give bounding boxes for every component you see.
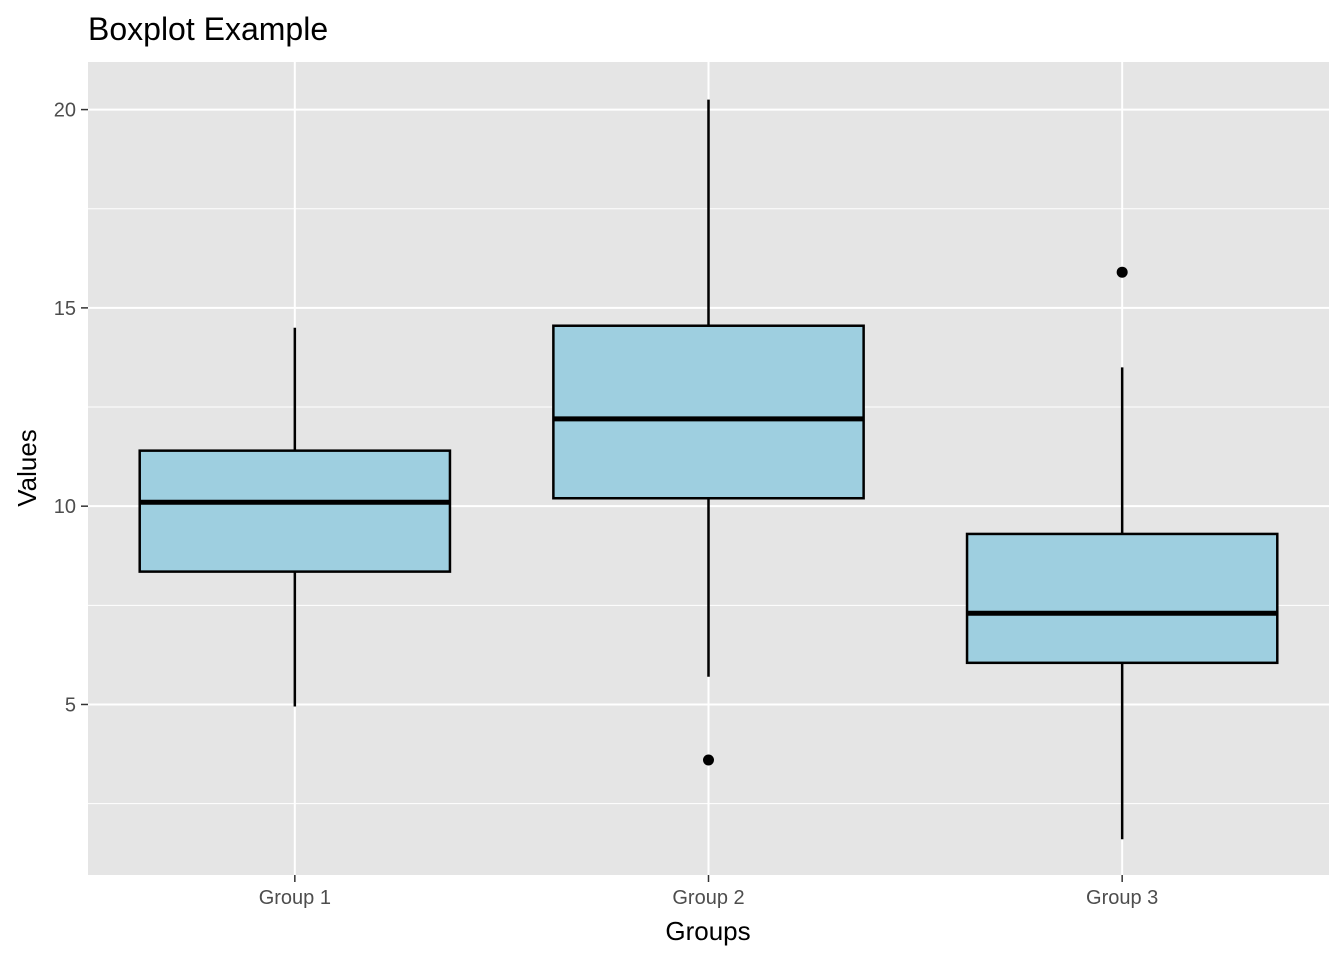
box-3 <box>965 266 1279 840</box>
box-series <box>138 99 1279 840</box>
y-tick-label: 5 <box>65 694 76 716</box>
y-tick-label: 10 <box>54 496 76 518</box>
outlier-point <box>703 754 714 766</box>
y-tick-label: 15 <box>54 298 76 320</box>
box-iqr <box>552 324 865 500</box>
outlier-point <box>1116 266 1128 278</box>
box-iqr <box>138 449 452 573</box>
x-axis-title: Groups <box>665 916 750 946</box>
box-2 <box>552 99 865 766</box>
y-tick-label: 20 <box>54 100 76 122</box>
y-axis-title: Values <box>12 429 42 507</box>
x-tick-label: Group 3 <box>1086 887 1158 909</box>
x-tick-label: Group 1 <box>259 887 331 909</box>
x-tick-label: Group 2 <box>672 887 744 909</box>
x-axis-ticks: Group 1 Group 2 Group 3 <box>259 875 1158 909</box>
chart-title: Boxplot Example <box>88 11 328 47</box>
y-axis-ticks: 5 10 15 20 <box>54 100 88 716</box>
box-1 <box>138 327 452 707</box>
box-iqr <box>965 532 1279 665</box>
